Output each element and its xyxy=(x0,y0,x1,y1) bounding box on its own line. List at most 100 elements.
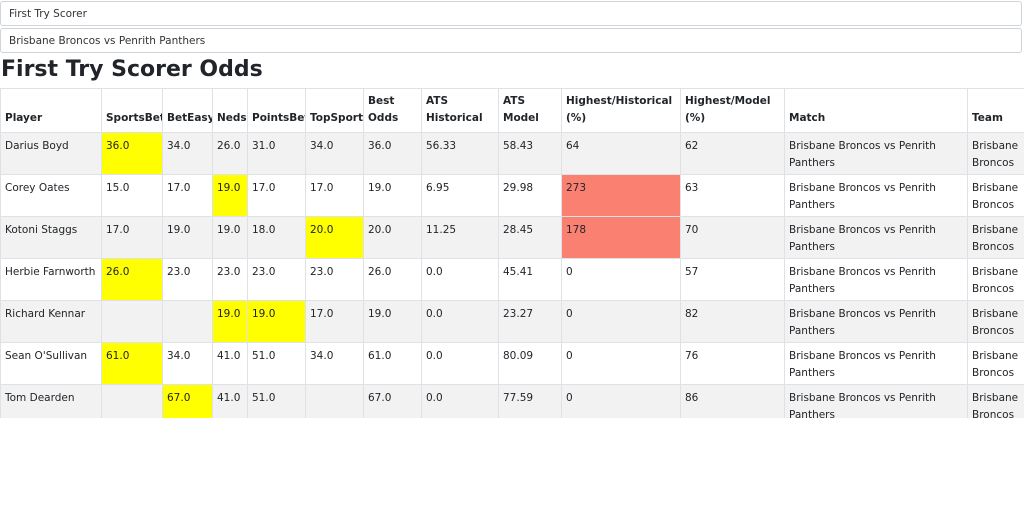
cell-highest-model: 62 xyxy=(680,132,785,175)
cell-beteasy xyxy=(162,300,213,343)
cell-match: Brisbane Broncos vs Penrith Panthers xyxy=(784,384,968,418)
cell-neds: 41.0 xyxy=(212,384,248,418)
header-match[interactable]: Match xyxy=(784,88,968,133)
cell-pointsbet: 18.0 xyxy=(247,216,306,259)
cell-player: Richard Kennar xyxy=(0,300,102,343)
cell-sportsbet: 61.0 xyxy=(101,342,163,385)
cell-highest-historical: 273 xyxy=(561,174,681,217)
cell-ats-historical: 0.0 xyxy=(421,384,499,418)
odds-table: Player SportsBet BetEasy Neds PointsBet … xyxy=(0,88,1024,418)
cell-ats-model: 77.59 xyxy=(498,384,562,418)
cell-player: Darius Boyd xyxy=(0,132,102,175)
cell-match: Brisbane Broncos vs Penrith Panthers xyxy=(784,132,968,175)
cell-sportsbet: 17.0 xyxy=(101,216,163,259)
cell-highest-historical: 178 xyxy=(561,216,681,259)
cell-team: Brisbane Broncos xyxy=(967,258,1024,301)
table-row: Tom Dearden 67.0 41.0 51.0 67.0 0.0 77.59 0 86 Br… xyxy=(0,384,1024,418)
cell-beteasy: 67.0 xyxy=(162,384,213,418)
cell-neds: 19.0 xyxy=(212,174,248,217)
cell-highest-historical: 0 xyxy=(561,342,681,385)
cell-highest-historical: 0 xyxy=(561,384,681,418)
cell-highest-model: 70 xyxy=(680,216,785,259)
cell-sportsbet: 15.0 xyxy=(101,174,163,217)
cell-beteasy: 19.0 xyxy=(162,216,213,259)
cell-neds: 19.0 xyxy=(212,300,248,343)
cell-topsport: 34.0 xyxy=(305,342,364,385)
header-best-odds[interactable]: Best Odds xyxy=(363,88,422,133)
cell-best-odds: 36.0 xyxy=(363,132,422,175)
header-pointsbet[interactable]: PointsBet xyxy=(247,88,306,133)
cell-best-odds: 67.0 xyxy=(363,384,422,418)
cell-best-odds: 26.0 xyxy=(363,258,422,301)
cell-highest-model: 86 xyxy=(680,384,785,418)
cell-highest-model: 57 xyxy=(680,258,785,301)
cell-beteasy: 23.0 xyxy=(162,258,213,301)
cell-ats-historical: 0.0 xyxy=(421,258,499,301)
cell-topsport: 17.0 xyxy=(305,174,364,217)
cell-team: Brisbane Broncos xyxy=(967,174,1024,217)
cell-topsport: 17.0 xyxy=(305,300,364,343)
cell-pointsbet: 23.0 xyxy=(247,258,306,301)
cell-pointsbet: 17.0 xyxy=(247,174,306,217)
header-topsport[interactable]: TopSport xyxy=(305,88,364,133)
cell-neds: 41.0 xyxy=(212,342,248,385)
cell-pointsbet: 31.0 xyxy=(247,132,306,175)
cell-match: Brisbane Broncos vs Penrith Panthers xyxy=(784,300,968,343)
cell-beteasy: 34.0 xyxy=(162,132,213,175)
cell-player: Corey Oates xyxy=(0,174,102,217)
header-team[interactable]: Team xyxy=(967,88,1024,133)
cell-topsport: 20.0 xyxy=(305,216,364,259)
table-row: Sean O'Sullivan 61.0 34.0 41.0 51.0 34.0 61.0 0… xyxy=(0,342,1024,385)
cell-ats-model: 45.41 xyxy=(498,258,562,301)
cell-pointsbet: 19.0 xyxy=(247,300,306,343)
cell-beteasy: 34.0 xyxy=(162,342,213,385)
header-highest-historical[interactable]: Highest/Historical (%) xyxy=(561,88,681,133)
cell-sportsbet xyxy=(101,300,163,343)
cell-player: Tom Dearden xyxy=(0,384,102,418)
cell-team: Brisbane Broncos xyxy=(967,216,1024,259)
cell-ats-historical: 11.25 xyxy=(421,216,499,259)
cell-ats-model: 29.98 xyxy=(498,174,562,217)
cell-team: Brisbane Broncos xyxy=(967,384,1024,418)
cell-ats-model: 58.43 xyxy=(498,132,562,175)
cell-ats-model: 80.09 xyxy=(498,342,562,385)
cell-ats-historical: 0.0 xyxy=(421,300,499,343)
cell-sportsbet: 26.0 xyxy=(101,258,163,301)
cell-team: Brisbane Broncos xyxy=(967,132,1024,175)
odds-table-container: Player SportsBet BetEasy Neds PointsBet … xyxy=(0,88,1024,418)
header-highest-model[interactable]: Highest/Model (%) xyxy=(680,88,785,133)
page-title: First Try Scorer Odds xyxy=(1,57,263,82)
cell-neds: 26.0 xyxy=(212,132,248,175)
cell-highest-model: 82 xyxy=(680,300,785,343)
cell-highest-model: 63 xyxy=(680,174,785,217)
table-header-row: Player SportsBet BetEasy Neds PointsBet … xyxy=(0,88,1024,133)
cell-ats-historical: 6.95 xyxy=(421,174,499,217)
market-select[interactable]: First Try Scorer xyxy=(0,1,1022,26)
cell-neds: 19.0 xyxy=(212,216,248,259)
table-row: Richard Kennar 19.0 19.0 17.0 19.0 0.0 23.27 0 8… xyxy=(0,300,1024,343)
header-neds[interactable]: Neds xyxy=(212,88,248,133)
table-row: Kotoni Staggs 17.0 19.0 19.0 18.0 20.0 20.0 11.… xyxy=(0,216,1024,259)
cell-ats-historical: 0.0 xyxy=(421,342,499,385)
header-beteasy[interactable]: BetEasy xyxy=(162,88,213,133)
cell-match: Brisbane Broncos vs Penrith Panthers xyxy=(784,174,968,217)
header-ats-model[interactable]: ATS Model xyxy=(498,88,562,133)
match-select[interactable]: Brisbane Broncos vs Penrith Panthers xyxy=(0,28,1022,53)
table-row: Herbie Farnworth 26.0 23.0 23.0 23.0 23.0 26.0… xyxy=(0,258,1024,301)
cell-topsport: 34.0 xyxy=(305,132,364,175)
cell-ats-historical: 56.33 xyxy=(421,132,499,175)
cell-topsport xyxy=(305,384,364,418)
cell-ats-model: 23.27 xyxy=(498,300,562,343)
cell-highest-model: 76 xyxy=(680,342,785,385)
cell-player: Sean O'Sullivan xyxy=(0,342,102,385)
cell-sportsbet xyxy=(101,384,163,418)
cell-ats-model: 28.45 xyxy=(498,216,562,259)
cell-match: Brisbane Broncos vs Penrith Panthers xyxy=(784,258,968,301)
cell-highest-historical: 0 xyxy=(561,300,681,343)
header-ats-historical[interactable]: ATS Historical xyxy=(421,88,499,133)
cell-pointsbet: 51.0 xyxy=(247,384,306,418)
header-player[interactable]: Player xyxy=(0,88,102,133)
header-sportsbet[interactable]: SportsBet xyxy=(101,88,163,133)
cell-best-odds: 19.0 xyxy=(363,300,422,343)
table-row: Corey Oates 15.0 17.0 19.0 17.0 17.0 19.0 6.95 2… xyxy=(0,174,1024,217)
